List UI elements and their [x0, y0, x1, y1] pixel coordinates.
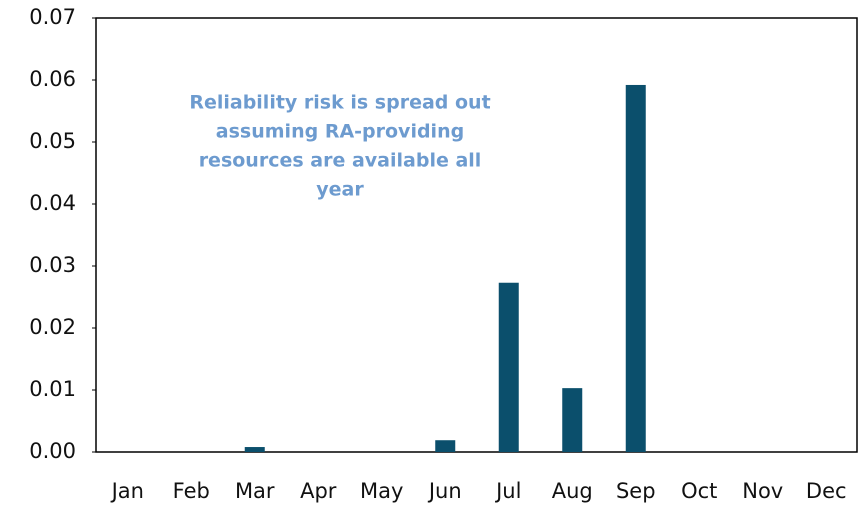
- bar: [435, 440, 456, 452]
- bar: [562, 388, 583, 452]
- x-tick-label: Jun: [427, 479, 462, 503]
- annotation: Reliability risk is spread out: [189, 92, 490, 114]
- annotation: assuming RA-providing: [216, 121, 464, 143]
- annotation: year: [316, 179, 364, 201]
- x-tick-label: Aug: [552, 479, 593, 503]
- y-tick-label: 0.06: [29, 67, 76, 91]
- plot-frame: [95, 17, 858, 453]
- x-tick-label: Sep: [616, 479, 656, 503]
- y-tick-label: 0.02: [29, 315, 76, 339]
- x-tick-label: Feb: [173, 479, 210, 503]
- x-tick-label: Oct: [681, 479, 717, 503]
- y-tick-label: 0.00: [29, 439, 76, 463]
- y-tick-label: 0.07: [29, 5, 76, 29]
- y-tick-label: 0.03: [29, 253, 76, 277]
- x-tick-label: Mar: [235, 479, 275, 503]
- bar: [625, 84, 646, 453]
- x-tick-label: Jan: [110, 479, 144, 503]
- bar: [244, 447, 265, 452]
- y-tick-label: 0.05: [29, 129, 76, 153]
- bar: [498, 282, 519, 452]
- y-tick-label: 0.04: [29, 191, 76, 215]
- x-tick-label: Jul: [494, 479, 521, 503]
- x-tick-label: May: [360, 479, 403, 503]
- y-tick-label: 0.01: [29, 377, 76, 401]
- x-tick-label: Dec: [806, 479, 847, 503]
- x-tick-label: Nov: [742, 479, 783, 503]
- annotation: resources are available all: [199, 150, 482, 172]
- x-tick-label: Apr: [300, 479, 337, 503]
